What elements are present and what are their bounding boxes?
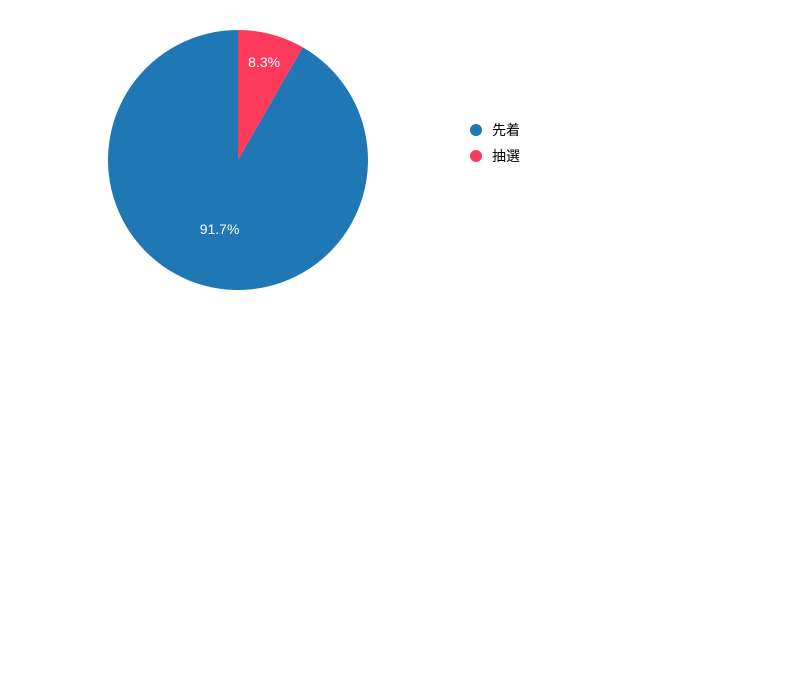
slice-label-1: 8.3% (248, 54, 280, 70)
legend-item-1: 抽選 (470, 146, 520, 166)
pie-chart: 91.7% 8.3% (108, 30, 368, 295)
legend-marker-0 (470, 124, 482, 136)
legend-label-0: 先着 (492, 120, 520, 140)
pie-chart-container: 91.7% 8.3% 先着 抽選 (0, 0, 792, 700)
pie-svg (108, 30, 368, 290)
legend-item-0: 先着 (470, 120, 520, 140)
legend-marker-1 (470, 150, 482, 162)
slice-label-0: 91.7% (200, 221, 240, 237)
legend-label-1: 抽選 (492, 146, 520, 166)
legend: 先着 抽選 (470, 120, 520, 172)
